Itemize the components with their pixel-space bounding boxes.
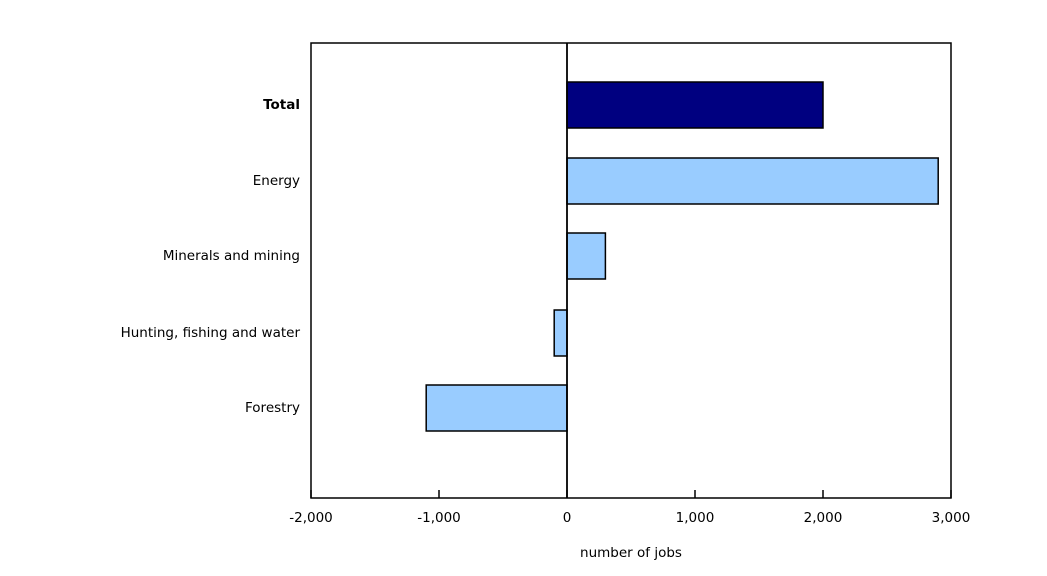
x-tick-label: -1,000 [417,510,461,526]
x-tick-label: 2,000 [803,510,843,526]
category-label-total: Total [263,97,300,113]
bar-energy [566,157,939,205]
x-tick-label: 3,000 [931,510,971,526]
category-label-forestry: Forestry [245,400,300,416]
x-tick-label: 1,000 [675,510,715,526]
bar-hunting-fishing-and-water [553,309,568,357]
plot-border [310,42,952,499]
category-label-hunting-fishing-and-water: Hunting, fishing and water [120,325,300,341]
bar-total [566,81,824,129]
bar-forestry [425,384,568,432]
x-tick-label: -2,000 [289,510,333,526]
bar-minerals-and-mining [566,232,607,280]
x-tick-label: 0 [562,510,572,526]
category-label-energy: Energy [252,173,300,189]
x-axis-title: number of jobs [580,545,682,561]
category-label-minerals-and-mining: Minerals and mining [162,248,300,264]
